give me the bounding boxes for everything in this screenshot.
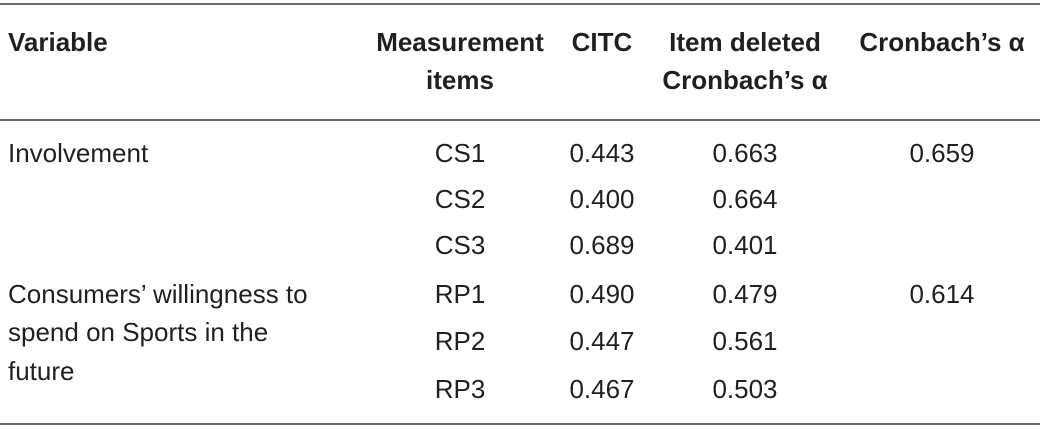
table-row-deleted: 0.479 bbox=[712, 279, 778, 309]
cronbach-involvement: 0.659 bbox=[909, 138, 975, 168]
table-row-citc: 0.443 bbox=[569, 138, 635, 168]
header-cronbach: Cronbach’s α bbox=[859, 27, 1025, 57]
variable-involvement: Involvement bbox=[8, 138, 149, 168]
header-measurement-line1: Measurement bbox=[376, 27, 544, 57]
bottom-rule bbox=[0, 423, 1040, 425]
header-measurement-line2: items bbox=[426, 65, 494, 95]
table-row-citc: 0.447 bbox=[569, 326, 635, 356]
table-row-deleted: 0.664 bbox=[712, 184, 778, 214]
table-row-deleted: 0.503 bbox=[712, 374, 778, 404]
header-variable: Variable bbox=[8, 27, 108, 57]
table-row-citc: 0.467 bbox=[569, 374, 635, 404]
table-row-deleted: 0.401 bbox=[712, 230, 778, 260]
variable-willingness-line1: Consumers’ willingness to bbox=[8, 279, 308, 309]
variable-willingness-line2: spend on Sports in the bbox=[8, 317, 269, 347]
header-item-deleted-line2: Cronbach’s α bbox=[662, 65, 828, 95]
table-row-item: RP3 bbox=[434, 374, 486, 404]
top-rule bbox=[0, 3, 1040, 5]
table-row-item: CS3 bbox=[434, 230, 486, 260]
table-row-item: RP1 bbox=[434, 279, 486, 309]
header-citc: CITC bbox=[571, 27, 633, 57]
table-row-item: CS1 bbox=[434, 138, 486, 168]
variable-willingness-line3: future bbox=[8, 356, 75, 386]
table-row-item: CS2 bbox=[434, 184, 486, 214]
table-row-deleted: 0.663 bbox=[712, 138, 778, 168]
table-row-citc: 0.400 bbox=[569, 184, 635, 214]
table-row-citc: 0.490 bbox=[569, 279, 635, 309]
header-item-deleted-line1: Item deleted bbox=[669, 27, 821, 57]
table-row-citc: 0.689 bbox=[569, 230, 635, 260]
header-rule bbox=[0, 119, 1040, 121]
cronbach-willingness: 0.614 bbox=[909, 279, 975, 309]
table-row-item: RP2 bbox=[434, 326, 486, 356]
table-row-deleted: 0.561 bbox=[712, 326, 778, 356]
